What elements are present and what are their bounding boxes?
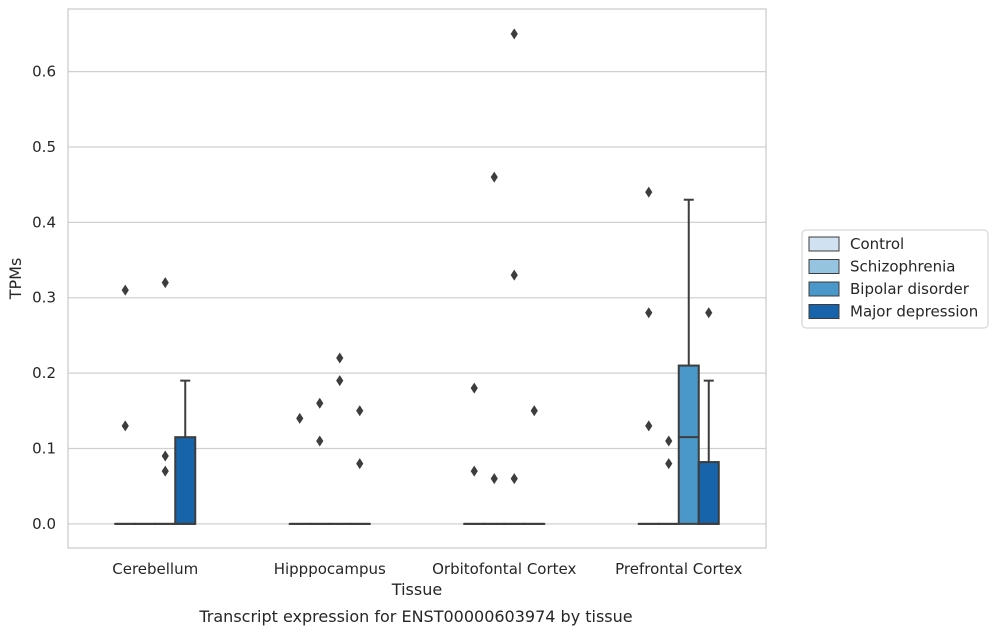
y-tick-label: 0.5 [32,138,56,156]
x-tick-label: Prefrontal Cortex [615,560,742,578]
outlier-point [121,420,129,432]
y-tick-labels: 0.0 0.1 0.2 0.3 0.4 0.5 0.6 [32,63,56,533]
outlier-point [705,307,713,319]
box-major-depression [697,379,720,525]
x-tick-label: Hipppocampus [274,560,386,578]
outlier-point [510,473,518,485]
outlier-point [490,171,498,183]
outlier-point [161,465,169,477]
outlier-point [336,375,344,387]
outlier-point [470,465,478,477]
outlier-points [121,28,713,485]
y-tick-label: 0.1 [32,439,56,457]
y-tick-label: 0.6 [32,63,56,81]
y-tick-label: 0.3 [32,289,56,307]
outlier-point [316,435,324,447]
outlier-point [510,28,518,40]
outlier-point [470,382,478,394]
legend-swatch [808,259,840,274]
y-tick-label: 0.0 [32,515,56,533]
outlier-point [490,473,498,485]
outlier-point [645,186,653,198]
outlier-point [645,307,653,319]
legend-swatch [808,281,840,297]
box-body [697,461,720,525]
grid-lines [68,70,766,525]
legend-label: Control [850,235,904,253]
y-axis-label: TPMs [6,258,25,301]
outlier-point [316,397,324,409]
outlier-point [356,405,364,417]
legend-label: Schizophrenia [850,258,955,276]
legend: Control Schizophrenia Bipolar disorder Majo… [801,229,989,329]
plot-frame [67,8,767,549]
box-body [174,436,197,525]
box-major-depression [174,379,197,525]
outlier-point [510,269,518,281]
box-bipolar-disorder [677,198,700,525]
box-plots [114,198,720,525]
y-tick-label: 0.2 [32,364,56,382]
outlier-point [336,352,344,364]
legend-frame [801,229,989,329]
x-tick-label: Cerebellum [112,560,198,578]
x-tick-labels: Cerebellum Hipppocampus Orbitofontal Corte… [112,560,742,578]
outlier-point [665,458,673,470]
outlier-point [161,450,169,462]
outlier-point [121,284,129,296]
box-body [677,364,700,525]
outlier-point [530,405,538,417]
legend-swatch [808,236,840,252]
outlier-point [645,420,653,432]
x-tick-label: Orbitofontal Cortex [432,560,576,578]
outlier-point [665,435,673,447]
chart-caption: Transcript expression for ENST0000060397… [198,607,632,626]
legend-label: Major depression [850,303,978,321]
outlier-point [296,412,304,424]
outlier-point [161,277,169,289]
legend-label: Bipolar disorder [850,280,970,298]
x-axis-label: Tissue [391,580,442,599]
y-tick-label: 0.4 [32,213,56,231]
legend-swatch [808,304,840,319]
outlier-point [356,458,364,470]
